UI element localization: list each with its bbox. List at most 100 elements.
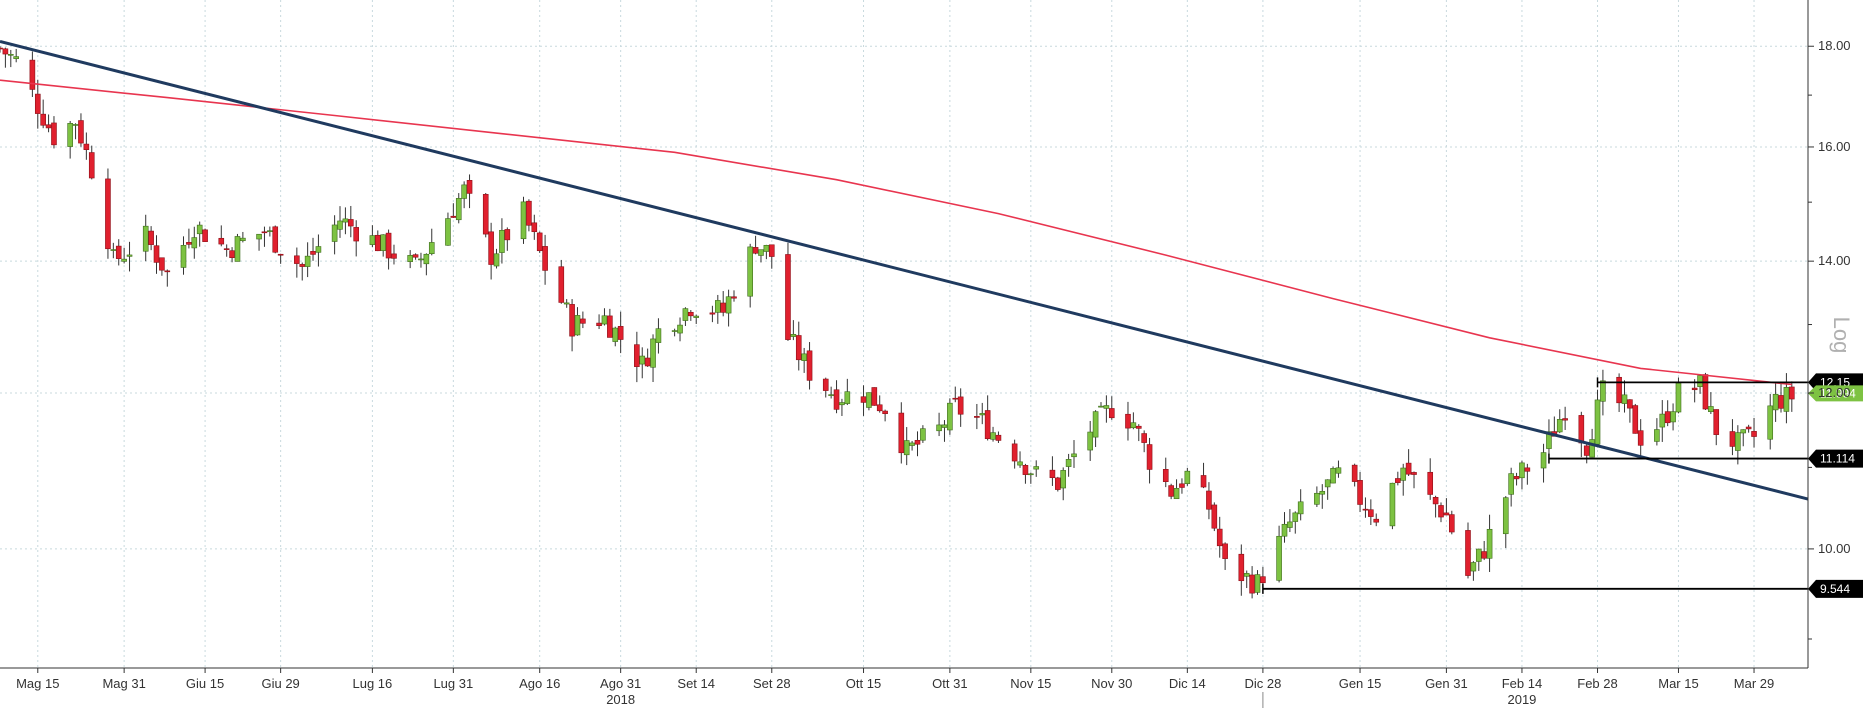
candle-body bbox=[1324, 479, 1331, 488]
candle-body bbox=[1405, 462, 1412, 475]
candle-body bbox=[655, 328, 662, 343]
x-tick-label: Nov 15 bbox=[1010, 676, 1051, 691]
candle-body bbox=[1729, 431, 1736, 447]
candle-body bbox=[272, 226, 279, 253]
candle-body bbox=[1087, 431, 1093, 451]
candle-body bbox=[536, 232, 543, 252]
candle-body bbox=[682, 308, 689, 321]
candle-body bbox=[13, 56, 19, 59]
candle-body bbox=[1033, 466, 1040, 470]
candle-body bbox=[1017, 461, 1023, 466]
candle-body bbox=[833, 389, 840, 410]
candle-body bbox=[790, 334, 797, 337]
candle-body bbox=[1297, 501, 1304, 515]
candle-body bbox=[957, 396, 964, 415]
last-price-label: 11.994 bbox=[1820, 386, 1856, 400]
candle-body bbox=[1200, 475, 1207, 488]
candle-body bbox=[240, 237, 246, 242]
candle-body bbox=[88, 152, 95, 179]
last-price-tag bbox=[1808, 385, 1863, 402]
candle-body bbox=[725, 296, 732, 314]
level-tag-label: 9.544 bbox=[1820, 582, 1850, 596]
candle-body bbox=[142, 225, 149, 252]
candle-body bbox=[450, 215, 457, 218]
candle-body bbox=[7, 54, 14, 56]
candle-body bbox=[1578, 415, 1585, 444]
candle-body bbox=[126, 254, 133, 257]
candle-body bbox=[482, 194, 489, 235]
candle-body bbox=[671, 330, 678, 332]
candle-body bbox=[196, 224, 203, 235]
candle-body bbox=[1632, 405, 1639, 434]
x-tick-label: Giu 15 bbox=[186, 676, 224, 691]
candle-body bbox=[1589, 439, 1595, 458]
candle-body bbox=[866, 392, 872, 408]
candle-body bbox=[909, 442, 915, 446]
candle-body bbox=[1276, 535, 1282, 581]
candle-body bbox=[34, 93, 41, 114]
candle-body bbox=[1281, 523, 1288, 537]
candle-body bbox=[374, 234, 381, 252]
candle-body bbox=[574, 315, 581, 336]
candle-body bbox=[1767, 405, 1774, 440]
candle-body bbox=[1330, 468, 1336, 484]
y-tick-label: 18.00 bbox=[1818, 38, 1851, 53]
candle-body bbox=[342, 218, 349, 223]
candle-body bbox=[1292, 512, 1299, 522]
candle-body bbox=[1103, 405, 1110, 409]
candle-body bbox=[806, 350, 813, 381]
x-tick-label: Ott 31 bbox=[932, 676, 967, 691]
candle-body bbox=[445, 218, 451, 246]
candle-body bbox=[1028, 473, 1034, 476]
candle-body bbox=[801, 353, 807, 361]
candle-body bbox=[1243, 573, 1250, 577]
candle-body bbox=[1659, 413, 1666, 428]
candle-body bbox=[839, 402, 845, 406]
candle-body bbox=[882, 410, 888, 415]
candle-body bbox=[563, 302, 570, 305]
candle-body bbox=[1011, 443, 1018, 462]
candle-body bbox=[1465, 530, 1471, 576]
candle-body bbox=[1351, 464, 1358, 482]
level-tag bbox=[1808, 449, 1863, 468]
moving-average-line bbox=[0, 79, 1792, 386]
candle-body bbox=[299, 264, 306, 267]
candle-body bbox=[1108, 408, 1115, 419]
candle-body bbox=[644, 357, 651, 367]
candle-body bbox=[67, 123, 73, 147]
candle-body bbox=[650, 338, 656, 368]
candle-body bbox=[1206, 490, 1212, 510]
candle-body bbox=[1675, 382, 1682, 413]
candle-body bbox=[677, 324, 683, 334]
candle-body bbox=[920, 428, 926, 441]
candle-body bbox=[45, 124, 52, 129]
x-tick-label: Ott 15 bbox=[846, 676, 881, 691]
candle-body bbox=[1098, 405, 1104, 408]
x-tick-label: Lug 31 bbox=[433, 676, 473, 691]
candle-body bbox=[558, 266, 565, 303]
candle-body bbox=[1540, 452, 1547, 469]
candle-body bbox=[1637, 430, 1644, 446]
candle-body bbox=[984, 410, 991, 440]
x-tick-label: Nov 30 bbox=[1091, 676, 1132, 691]
candle-body bbox=[709, 312, 716, 315]
candle-body bbox=[202, 229, 208, 242]
candle-body bbox=[1702, 374, 1709, 410]
candle-body bbox=[1745, 426, 1752, 430]
candle-body bbox=[1621, 394, 1628, 404]
candle-body bbox=[180, 245, 187, 268]
x-tick-label: Set 14 bbox=[677, 676, 715, 691]
x-tick-label: Dic 14 bbox=[1169, 676, 1206, 691]
x-tick-label: Feb 14 bbox=[1502, 676, 1542, 691]
candle-body bbox=[461, 184, 467, 199]
candle-body bbox=[1071, 453, 1077, 458]
candle-body bbox=[1513, 476, 1520, 480]
candle-body bbox=[1654, 429, 1660, 442]
candle-body bbox=[186, 242, 192, 245]
candle-body bbox=[617, 326, 624, 340]
candle-body bbox=[1249, 574, 1255, 594]
candle-body bbox=[380, 234, 386, 251]
candle-body bbox=[1130, 422, 1137, 429]
x-tick-label: Lug 16 bbox=[353, 676, 393, 691]
